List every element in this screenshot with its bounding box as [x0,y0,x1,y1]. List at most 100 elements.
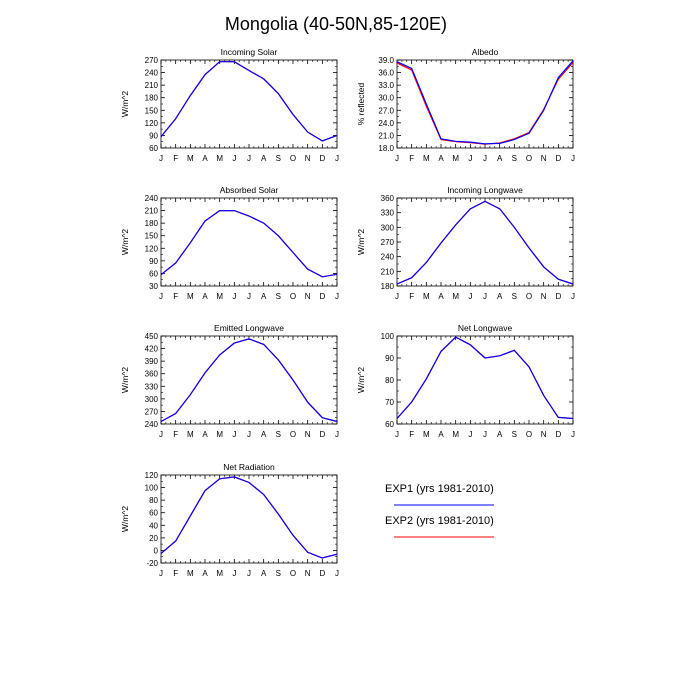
x-tick-label: J [335,154,339,163]
x-tick-label: J [571,154,575,163]
x-tick-label: A [438,292,444,301]
series-line-exp1 [396,200,574,285]
x-tick-label: F [173,154,178,163]
y-tick-label: 450 [145,332,159,341]
x-tick-label: N [541,292,547,301]
x-tick-label: D [319,154,325,163]
y-tick-label: 70 [385,398,394,407]
x-tick-label: F [173,430,178,439]
x-tick-label: N [305,569,311,578]
x-tick-label: M [423,430,430,439]
x-tick-label: O [290,292,296,301]
x-tick-label: J [232,430,236,439]
panel-title: Emitted Longwave [214,323,284,333]
y-axis-label: W/m^2 [120,229,130,255]
x-tick-label: F [173,569,178,578]
x-tick-label: O [526,292,532,301]
x-tick-label: D [319,430,325,439]
panel-emitted-longwave: Emitted Longwave 240 270 300 330 360 390 420 450… [120,323,339,439]
x-tick-label: M [452,292,459,301]
x-tick-label: F [409,430,414,439]
y-tick-label: 30.0 [378,94,394,103]
x-tick-label: M [216,430,223,439]
x-tick-label: J [395,154,399,163]
series-line-exp1 [160,338,338,423]
x-tick-label: M [423,292,430,301]
x-tick-label: J [468,430,472,439]
x-tick-label: M [216,292,223,301]
legend: EXP1 (yrs 1981-2010) EXP2 (yrs 1981-2010… [385,483,494,538]
panel-incoming-solar: Incoming Solar 60 90 120 150 180 210 240 270 W/m^… [120,47,339,163]
y-tick-label: 330 [381,209,395,218]
y-tick-label: -20 [146,559,158,568]
x-tick-label: J [335,430,339,439]
x-tick-label: J [335,292,339,301]
y-tick-label: 40 [149,521,158,530]
panel-title: Net Longwave [458,323,513,333]
x-tick-label: M [452,430,459,439]
x-tick-label: S [276,292,281,301]
panel-title: Absorbed Solar [220,185,279,195]
panel-incoming-longwave: Incoming Longwave 180 210 240 270 300 330 360 W/… [356,185,575,301]
x-tick-label: J [247,569,251,578]
x-tick-label: A [202,154,208,163]
y-tick-label: 100 [145,484,159,493]
x-tick-label: M [216,569,223,578]
y-tick-label: 27.0 [378,106,394,115]
x-tick-label: J [247,292,251,301]
x-tick-label: A [497,154,503,163]
y-tick-label: 210 [145,207,159,216]
y-tick-label: 270 [145,407,159,416]
y-tick-label: 210 [381,267,395,276]
y-tick-label: 90 [385,354,394,363]
y-tick-label: 150 [145,106,159,115]
y-tick-label: 21.0 [378,131,394,140]
y-axis-label: W/m^2 [356,367,366,393]
y-tick-label: 36.0 [378,69,394,78]
x-tick-label: N [305,154,311,163]
x-tick-label: J [232,569,236,578]
x-tick-label: M [187,154,194,163]
x-tick-label: A [261,154,267,163]
y-tick-label: 180 [381,282,395,291]
x-tick-label: M [187,430,194,439]
x-tick-label: J [247,154,251,163]
y-tick-label: 240 [145,69,159,78]
y-tick-label: 39.0 [378,56,394,65]
x-tick-label: J [468,292,472,301]
panel-title: Incoming Longwave [447,185,523,195]
x-tick-label: M [216,154,223,163]
x-tick-label: M [187,569,194,578]
y-axis-label: W/m^2 [120,506,130,532]
x-tick-label: J [571,430,575,439]
legend-label-exp2: EXP2 (yrs 1981-2010) [385,515,494,527]
panel-title: Net Radiation [223,462,275,472]
y-tick-label: 120 [145,244,159,253]
x-tick-label: D [555,430,561,439]
x-tick-label: N [541,154,547,163]
y-tick-label: 270 [145,56,159,65]
x-tick-label: N [305,292,311,301]
panel-title: Albedo [472,47,499,57]
y-axis-label: W/m^2 [120,91,130,117]
y-tick-label: 180 [145,219,159,228]
x-tick-label: A [261,292,267,301]
x-tick-label: F [409,292,414,301]
x-tick-label: N [305,430,311,439]
x-tick-label: S [276,154,281,163]
y-tick-label: 90 [149,257,158,266]
x-tick-label: D [319,292,325,301]
y-tick-label: 210 [145,81,159,90]
y-tick-label: 390 [145,357,159,366]
x-tick-label: J [335,569,339,578]
y-axis-label: % reflected [356,82,366,125]
x-tick-label: D [555,292,561,301]
x-tick-label: O [290,154,296,163]
x-tick-label: A [202,569,208,578]
x-tick-label: O [526,430,532,439]
panel-absorbed-solar: Absorbed Solar 30 60 90 120 150 180 210 240 W/m^2… [120,185,339,301]
y-tick-label: 80 [385,376,394,385]
x-tick-label: J [159,292,163,301]
